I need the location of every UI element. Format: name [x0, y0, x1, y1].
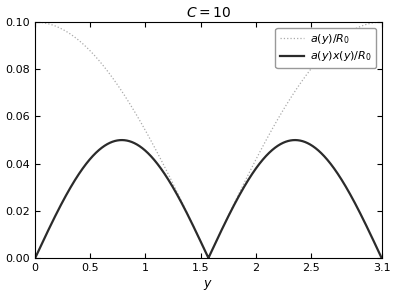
Line: $a(y)x(y)/R_0$: $a(y)x(y)/R_0$	[35, 140, 382, 258]
$a(y)/R_0$	[308, 68, 313, 71]
$a(y)/R_0$	[253, 159, 258, 162]
$a(y)/R_0$	[238, 189, 243, 193]
$a(y)x(y)/R_0$	[290, 139, 295, 142]
$a(y)/R_0$	[50, 23, 55, 27]
$a(y)/R_0$	[158, 157, 163, 161]
$a(y)/R_0$	[379, 20, 384, 24]
$a(y)x(y)/R_0$	[120, 138, 124, 142]
Title: $C = 10$: $C = 10$	[186, 6, 231, 20]
$a(y)x(y)/R_0$	[308, 143, 313, 147]
$a(y)/R_0$	[290, 94, 295, 97]
Line: $a(y)/R_0$: $a(y)/R_0$	[35, 22, 382, 258]
Legend: $a(y)/R_0$, $a(y)x(y)/R_0$: $a(y)/R_0$, $a(y)x(y)/R_0$	[275, 28, 376, 68]
$a(y)x(y)/R_0$	[158, 166, 163, 170]
$a(y)x(y)/R_0$	[50, 220, 55, 223]
X-axis label: $y$: $y$	[204, 278, 213, 292]
$a(y)/R_0$	[206, 256, 211, 260]
$a(y)x(y)/R_0$	[33, 256, 38, 260]
$a(y)/R_0$	[33, 20, 38, 24]
$a(y)x(y)/R_0$	[238, 192, 243, 195]
$a(y)x(y)/R_0$	[379, 256, 384, 260]
$a(y)x(y)/R_0$	[253, 167, 258, 171]
